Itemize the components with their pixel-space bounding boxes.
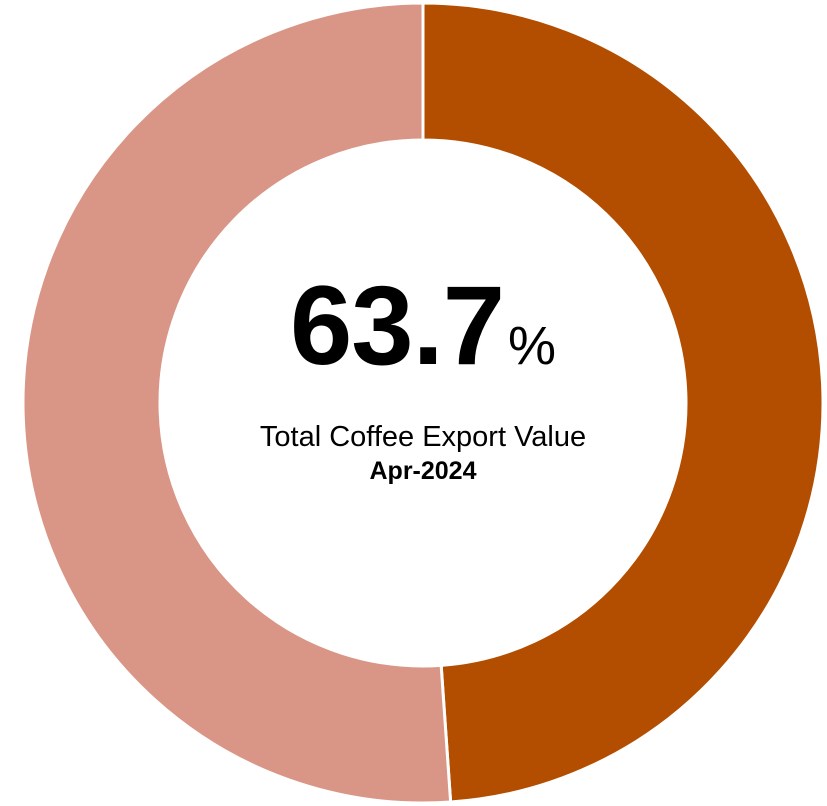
donut-slice-2 bbox=[21, 1, 453, 805]
center-label: 63.7% Total Coffee Export Value Apr-2024 bbox=[213, 270, 633, 486]
center-unit: % bbox=[507, 316, 556, 376]
center-period: Apr-2024 bbox=[369, 456, 477, 485]
center-value-line: 63.7% bbox=[213, 270, 633, 382]
center-label-text: Total Coffee Export Value bbox=[259, 421, 587, 453]
donut-slice-1 bbox=[421, 1, 825, 804]
center-value: 63.7 bbox=[290, 263, 505, 388]
